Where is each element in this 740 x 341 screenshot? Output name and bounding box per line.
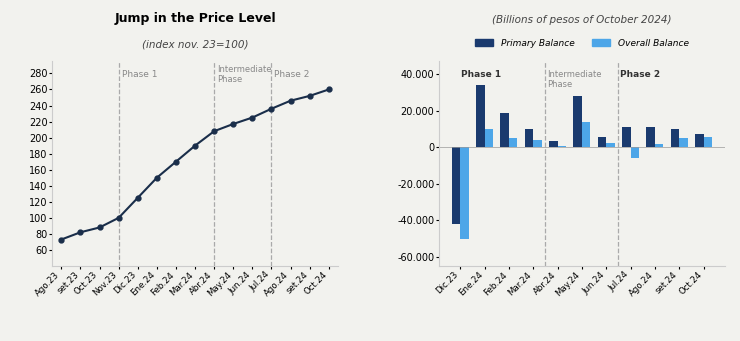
Text: (index nov. 23=100): (index nov. 23=100) (142, 39, 249, 49)
Legend: Primary Balance, Overall Balance: Primary Balance, Overall Balance (471, 35, 692, 51)
Text: Phase 2: Phase 2 (620, 70, 661, 79)
Text: Phase 1: Phase 1 (461, 70, 501, 79)
Bar (500, 113, 509, 147)
Text: Intermediate
Phase: Intermediate Phase (217, 64, 272, 84)
Bar (549, 141, 557, 147)
Bar (670, 129, 679, 147)
Bar (534, 140, 542, 147)
Text: Phase 1: Phase 1 (123, 70, 158, 79)
Bar (485, 129, 493, 147)
Bar (630, 147, 639, 158)
Text: Jump in the Price Level: Jump in the Price Level (114, 12, 276, 25)
Text: Intermediate
Phase: Intermediate Phase (548, 70, 602, 89)
Bar (695, 134, 704, 147)
Bar (451, 147, 460, 224)
Bar (509, 138, 517, 147)
Bar (582, 122, 591, 147)
Text: (Billions of pesos of October 2024): (Billions of pesos of October 2024) (492, 15, 672, 25)
Bar (460, 147, 468, 239)
Bar (557, 146, 566, 147)
Bar (476, 85, 485, 147)
Bar (606, 143, 615, 147)
Bar (655, 145, 664, 147)
Bar (622, 127, 630, 147)
Bar (598, 137, 606, 147)
Bar (647, 127, 655, 147)
Bar (574, 96, 582, 147)
Bar (704, 137, 712, 147)
Text: Phase 2: Phase 2 (275, 70, 310, 79)
Bar (679, 138, 687, 147)
Bar (525, 129, 534, 147)
